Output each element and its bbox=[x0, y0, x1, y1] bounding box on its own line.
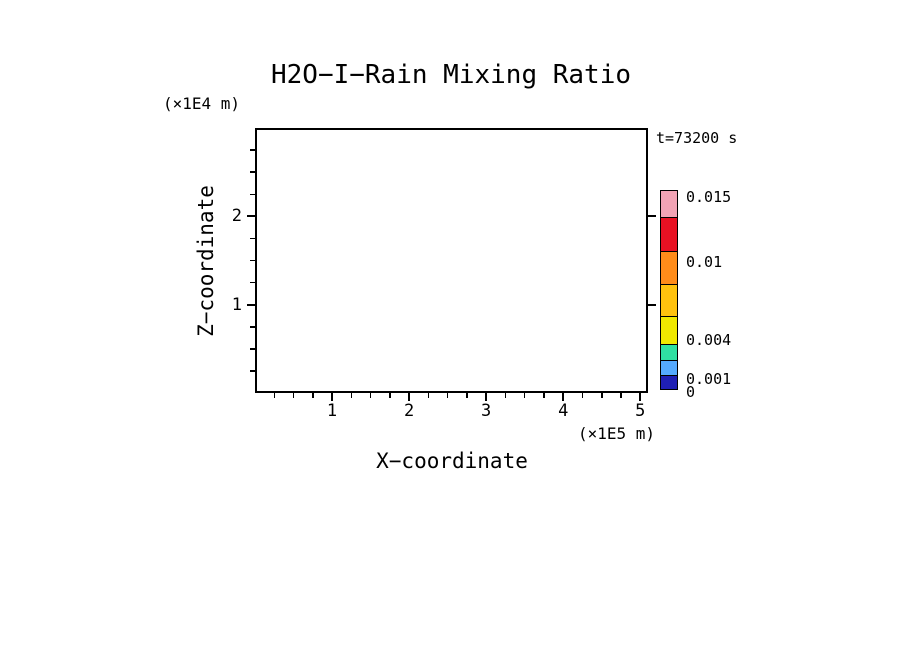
colorbar-segment bbox=[660, 376, 678, 390]
y-major-tick-right bbox=[648, 215, 656, 218]
x-minor-tick bbox=[543, 393, 545, 398]
x-major-tick bbox=[639, 393, 642, 401]
x-major-tick bbox=[331, 393, 334, 401]
timestamp-label: t=73200 s bbox=[656, 129, 738, 147]
x-tick-label: 3 bbox=[481, 401, 492, 421]
colorbar: 0.015 0.01 0.004 0.001 0 bbox=[660, 188, 780, 410]
colorbar-segment bbox=[660, 317, 678, 345]
colorbar-tick-label: 0.01 bbox=[686, 253, 723, 271]
x-minor-tick bbox=[581, 393, 584, 398]
y-axis-units: (×1E4 m) bbox=[163, 94, 241, 113]
x-tick-label: 5 bbox=[635, 401, 646, 421]
x-minor-tick bbox=[620, 393, 622, 398]
colorbar-segment bbox=[660, 252, 678, 285]
x-minor-tick bbox=[504, 393, 507, 398]
x-tick-label: 4 bbox=[558, 401, 569, 421]
colorbar-segment bbox=[660, 361, 678, 376]
plot-area: 1 2 3 4 5 1 2 bbox=[232, 128, 656, 421]
x-minor-tick bbox=[350, 393, 353, 398]
x-tick-label: 1 bbox=[326, 401, 338, 421]
y-minor-tick bbox=[250, 370, 255, 372]
x-minor-tick bbox=[292, 393, 295, 398]
y-minor-tick bbox=[250, 281, 255, 284]
y-major-tick bbox=[247, 215, 255, 218]
y-minor-tick bbox=[250, 237, 255, 240]
colorbar-segment bbox=[660, 190, 678, 218]
x-minor-tick bbox=[427, 393, 430, 398]
y-tick-label: 1 bbox=[231, 294, 242, 315]
y-minor-tick bbox=[250, 348, 255, 350]
colorbar-segment bbox=[660, 218, 678, 252]
x-major-tick bbox=[562, 393, 565, 401]
y-tick-label: 2 bbox=[231, 206, 242, 227]
x-minor-tick bbox=[601, 393, 603, 398]
colorbar-tick-label: 0.015 bbox=[686, 188, 732, 206]
colorbar-tick-label: 0 bbox=[686, 383, 696, 401]
colorbar-tick-label: 0.004 bbox=[686, 331, 732, 349]
y-axis-label: Z−coordinate bbox=[194, 185, 218, 337]
x-major-tick bbox=[408, 393, 411, 401]
x-major-tick bbox=[485, 393, 488, 401]
y-major-tick-right bbox=[648, 303, 656, 306]
x-minor-tick bbox=[466, 393, 468, 398]
x-minor-tick bbox=[369, 393, 372, 398]
colorbar-segment bbox=[660, 345, 678, 361]
colorbar-swatches bbox=[660, 190, 678, 390]
y-minor-tick bbox=[250, 193, 255, 195]
y-major-tick bbox=[247, 303, 255, 306]
x-minor-tick bbox=[446, 393, 449, 398]
y-minor-tick bbox=[250, 171, 255, 173]
x-minor-tick bbox=[389, 393, 391, 398]
x-minor-tick bbox=[273, 393, 275, 398]
colorbar-tick-label: 0.001 bbox=[686, 370, 732, 388]
colorbar-segment bbox=[660, 285, 678, 317]
x-minor-tick bbox=[312, 393, 314, 398]
x-axis-units: (×1E5 m) bbox=[577, 424, 655, 443]
y-minor-tick bbox=[250, 149, 255, 151]
chart-title: H2O−I−Rain Mixing Ratio bbox=[270, 60, 632, 90]
plot-frame bbox=[255, 128, 648, 393]
y-minor-tick bbox=[250, 259, 255, 262]
x-tick-label: 2 bbox=[403, 401, 415, 421]
x-minor-tick bbox=[523, 393, 526, 398]
x-axis-label: X−coordinate bbox=[376, 449, 528, 473]
y-minor-tick bbox=[250, 326, 255, 328]
